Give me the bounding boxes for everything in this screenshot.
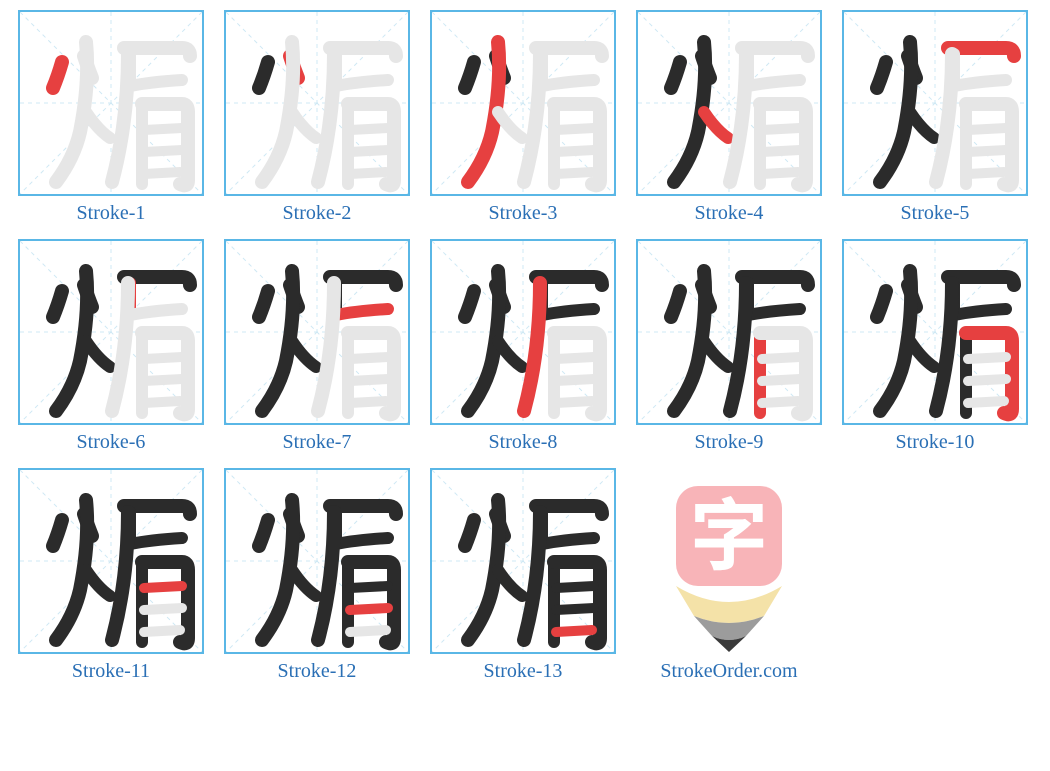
stroke-tile-5: [842, 10, 1028, 196]
tile-caption-6: Stroke-6: [77, 431, 146, 454]
tile-wrap-1: Stroke-1: [8, 10, 214, 225]
stroke-tile-10: [842, 239, 1028, 425]
stroke-tile-8: [430, 239, 616, 425]
tile-caption-1: Stroke-1: [77, 202, 146, 225]
stroke-svg-6: [20, 241, 202, 423]
tile-wrap-4: Stroke-4: [626, 10, 832, 225]
stroke-svg-3: [432, 12, 614, 194]
tile-wrap-11: Stroke-11: [8, 468, 214, 683]
stroke-svg-2: [226, 12, 408, 194]
tile-caption-3: Stroke-3: [489, 202, 558, 225]
stroke-svg-1: [20, 12, 202, 194]
stroke-svg-5: [844, 12, 1026, 194]
tile-wrap-12: Stroke-12: [214, 468, 420, 683]
tile-caption-10: Stroke-10: [896, 431, 975, 454]
tile-caption-5: Stroke-5: [901, 202, 970, 225]
stroke-grid: Stroke-1 Stroke-2: [0, 0, 1050, 771]
tile-wrap-7: Stroke-7: [214, 239, 420, 454]
stroke-svg-11: [20, 470, 202, 652]
stroke-tile-6: [18, 239, 204, 425]
tile-caption-11: Stroke-11: [72, 660, 150, 683]
row-3: Stroke-11 Stroke-12: [8, 468, 1042, 683]
stroke-svg-13: [432, 470, 614, 652]
stroke-svg-10: [844, 241, 1026, 423]
logo-wrap: 字 StrokeOrder.com: [626, 468, 832, 683]
tile-caption-12: Stroke-12: [278, 660, 357, 683]
stroke-svg-4: [638, 12, 820, 194]
logo-tile: 字: [636, 468, 822, 654]
stroke-tile-4: [636, 10, 822, 196]
logo-caption: StrokeOrder.com: [660, 660, 797, 683]
tile-wrap-10: Stroke-10: [832, 239, 1038, 454]
stroke-tile-3: [430, 10, 616, 196]
tile-wrap-5: Stroke-5: [832, 10, 1038, 225]
tile-wrap-3: Stroke-3: [420, 10, 626, 225]
tile-wrap-6: Stroke-6: [8, 239, 214, 454]
stroke-tile-1: [18, 10, 204, 196]
stroke-svg-8: [432, 241, 614, 423]
logo-svg: 字: [636, 468, 822, 654]
stroke-svg-12: [226, 470, 408, 652]
tile-caption-7: Stroke-7: [283, 431, 352, 454]
row-1: Stroke-1 Stroke-2: [8, 10, 1042, 225]
stroke-svg-9: [638, 241, 820, 423]
tile-caption-4: Stroke-4: [695, 202, 764, 225]
tile-caption-13: Stroke-13: [484, 660, 563, 683]
tile-wrap-13: Stroke-13: [420, 468, 626, 683]
stroke-tile-2: [224, 10, 410, 196]
row-2: Stroke-6 Stroke-7: [8, 239, 1042, 454]
stroke-tile-13: [430, 468, 616, 654]
tile-caption-9: Stroke-9: [695, 431, 764, 454]
tile-wrap-8: Stroke-8: [420, 239, 626, 454]
stroke-svg-7: [226, 241, 408, 423]
svg-text:字: 字: [690, 474, 768, 586]
tile-caption-8: Stroke-8: [489, 431, 558, 454]
tile-wrap-9: Stroke-9: [626, 239, 832, 454]
stroke-tile-12: [224, 468, 410, 654]
stroke-tile-11: [18, 468, 204, 654]
stroke-tile-9: [636, 239, 822, 425]
stroke-tile-7: [224, 239, 410, 425]
tile-caption-2: Stroke-2: [283, 202, 352, 225]
tile-wrap-2: Stroke-2: [214, 10, 420, 225]
